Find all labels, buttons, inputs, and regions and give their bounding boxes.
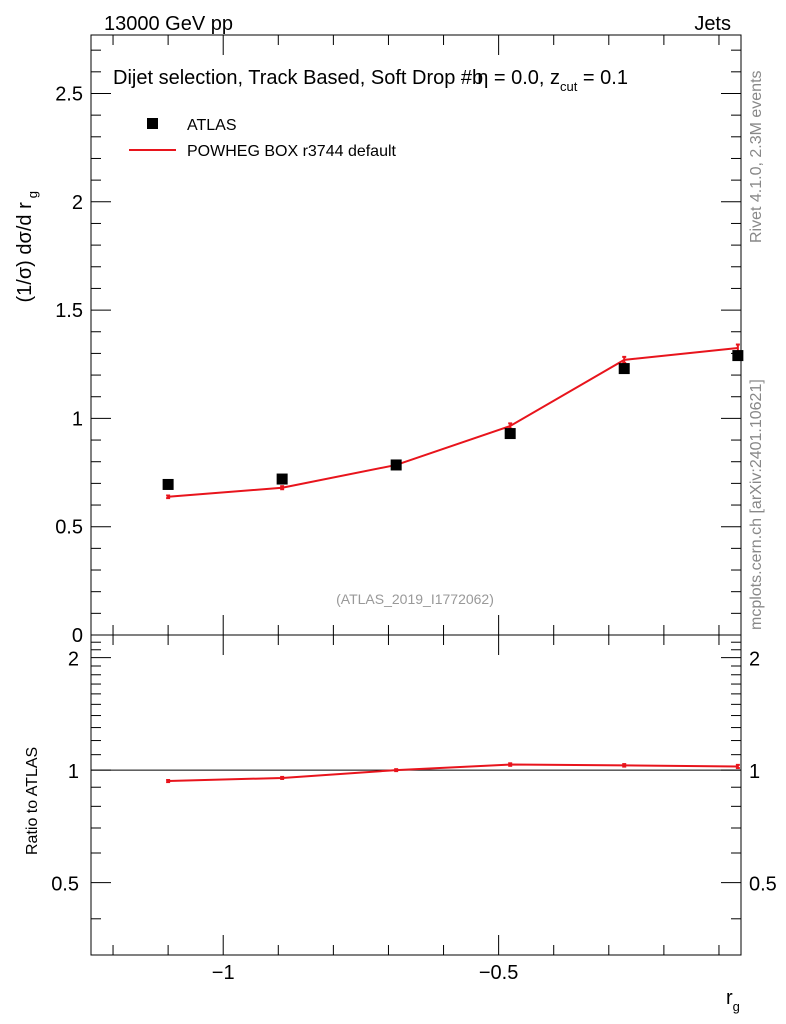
ratio-plot-frame — [90, 634, 742, 956]
energy-label: 13000 GeV pp — [104, 13, 233, 35]
x-tick-label: −0.5 — [479, 962, 518, 984]
legend-atlas-marker — [147, 118, 158, 129]
powheg-curve — [168, 347, 738, 498]
y-tick-label: 2 — [72, 192, 83, 214]
ratio-curve — [168, 763, 738, 783]
ratio-y-tick-label-right: 1 — [749, 761, 760, 783]
ratio-y-tick-label-left: 1 — [68, 761, 79, 783]
main-y-tick-labels: 0 0.5 1 1.5 2 2.5 — [55, 83, 83, 647]
process-label: Jets — [694, 13, 731, 35]
main-data-marks — [162, 343, 744, 500]
ratio-y-tick-label-right: 0.5 — [749, 874, 777, 896]
main-y-axis-label-main: (1/σ) dσ/d r — [14, 202, 36, 303]
y-tick-label: 2.5 — [55, 83, 83, 105]
y-tick-label: 1 — [72, 408, 83, 430]
x-axis-label: rg — [726, 987, 740, 1014]
ratio-axis-ticks — [91, 635, 741, 955]
atlas-point — [732, 350, 744, 362]
ratio-tick-labels: 0.5 0.5 1 1 2 2 −1 −0.5 — [51, 649, 777, 984]
main-y-axis-label: (1/σ) dσ/d r g — [14, 191, 40, 303]
y-tick-label: 0 — [72, 625, 83, 647]
ratio-y-tick-label-right: 2 — [749, 649, 760, 671]
ratio-y-tick-label-left: 0.5 — [51, 874, 79, 896]
ratio-data-marks — [91, 762, 741, 784]
plot-title-text: Dijet selection, Track Based, Soft Drop … — [113, 67, 483, 89]
main-axis-ticks — [91, 35, 741, 636]
x-tick-label: −1 — [212, 962, 235, 984]
main-plot-title: Dijet selection, Track Based, Soft Drop … — [113, 67, 628, 94]
x-axis-label-main: r — [726, 987, 733, 1009]
atlas-point — [162, 478, 174, 490]
main-y-axis-label-sub: g — [25, 191, 40, 198]
plot-title-eta: η = 0.0, z — [477, 67, 560, 89]
atlas-point — [618, 363, 630, 375]
rivet-version-label: Rivet 4.1.0, 2.3M events — [748, 70, 765, 243]
y-tick-label: 1.5 — [55, 300, 83, 322]
mcplots-label: mcplots.cern.ch [arXiv:2401.10621] — [748, 379, 765, 630]
legend-powheg-label: POWHEG BOX r3744 default — [187, 143, 397, 160]
y-tick-label: 0.5 — [55, 517, 83, 539]
legend-atlas-label: ATLAS — [187, 117, 237, 134]
atlas-point — [504, 428, 516, 440]
ratio-y-tick-label-left: 2 — [68, 649, 79, 671]
plot-title-cut: cut — [560, 79, 578, 94]
analysis-watermark: (ATLAS_2019_I1772062) — [336, 591, 494, 607]
x-axis-label-sub: g — [733, 999, 740, 1014]
plot-title-value: = 0.1 — [577, 67, 628, 89]
ratio-y-axis-label: Ratio to ATLAS — [24, 747, 41, 855]
atlas-point — [390, 459, 402, 471]
atlas-point — [276, 473, 288, 485]
